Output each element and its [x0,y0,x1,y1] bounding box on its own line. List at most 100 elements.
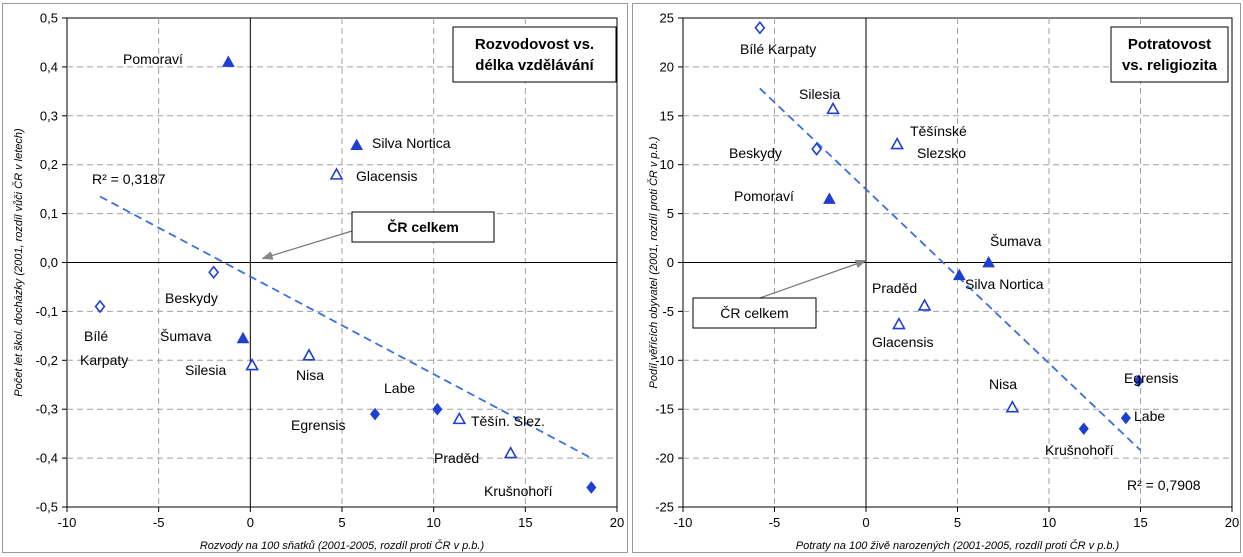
chart-0-point-marker [329,167,344,180]
chart-0-point-label: Egrensis [291,417,345,433]
chart-1-title-line: vs. religiozita [1122,57,1218,74]
chart-1-point-marker [890,137,904,150]
chart-1-x-tick-label: 5 [954,515,961,530]
chart-0-y-tick-label: 0,0 [40,255,58,270]
chart-0-callout-label: ČR celkem [387,218,459,235]
chart-1-y-tick-label: -5 [662,304,674,319]
chart-0-point-label: Silva Nortica [372,135,451,151]
chart-0-point-marker [503,446,518,459]
chart-1-point-label: Glacensis [872,334,933,350]
chart-1-point-label: Egrensis [1124,370,1178,386]
chart-0-point-label: Šumava [160,328,212,344]
chart-1-y-tick-label: 20 [660,59,674,74]
chart-1-y-axis-title: Podíl věřících obyvatel (2001, rozdíl pr… [647,136,660,388]
chart-0-y-tick-label: 0,4 [40,59,58,74]
chart-0-point-label: Krušnohoří [484,483,553,499]
chart-0-r-squared-label: R² = 0,3187 [92,171,166,187]
chart-0-x-tick-label: -10 [58,515,77,530]
chart-1-point-marker [754,20,766,35]
chart-1-point-marker [1120,411,1131,425]
chart-0-title-box [452,26,617,83]
chart-1-point-label: Beskydy [729,145,782,161]
chart-0-callout-box [351,211,495,243]
chart-1-x-tick-label: -10 [674,515,693,530]
chart-1-trendline [759,87,1142,451]
chart-1-title-line: Potratovost [1128,36,1211,53]
chart-0-y-tick-label: -0,1 [36,304,58,319]
chart-1-x-tick-label: 15 [1133,515,1147,530]
chart-1-r-squared-label: R² = 0,7908 [1127,477,1201,493]
chart-1-point-label: Labe [1134,408,1165,424]
chart-0-title-line: Rozvodovost vs. [475,36,594,53]
chart-0-x-tick-label: -5 [153,515,165,530]
chart-0-y-tick-label: 0,2 [40,157,58,172]
chart-0-point-marker [369,407,381,421]
chart-1-x-axis-title: Potraty na 100 živě narozených (2001-200… [796,539,1120,552]
chart-0-point-marker [208,265,220,280]
chart-1-point-label: Těšínské [910,123,967,139]
chart-1-point-label: Krušnohoří [1045,442,1114,458]
chart-0-callout-arrow-line [262,230,353,260]
chart-1-point-marker [917,298,932,311]
chart-1-point-marker [1005,400,1020,413]
chart-1-y-tick-label: -10 [655,353,674,368]
chart-1-point-label: Nisa [989,376,1017,392]
chart-0-point-marker [236,331,250,344]
chart-0-y-tick-label: 0,5 [40,11,58,26]
chart-0-x-tick-label: 10 [426,515,440,530]
chart-1-group: -25 -20 -15 -10 -5 0 5 10 15 20 25 -10 -5 0 5 10 15 20 Pot… [647,11,1239,553]
chart-0-point-label: Silesia [185,362,226,378]
chart-0-trendline [99,195,592,459]
chart-1-x-tick-label: -5 [769,515,781,530]
chart-1-point-marker [892,316,906,330]
chart-0-point-label: Glacensis [356,168,417,184]
chart-1-title-box [1110,26,1229,83]
chart-1-x-tick-label: 0 [862,515,869,530]
chart-1-y-tick-label: 15 [660,108,674,123]
chart-0-callout-arrow-head [261,251,274,260]
chart-0-x-tick-label: 0 [247,515,254,530]
chart-0-point-label: Labe [384,380,415,396]
chart-1-callout-arrow-line [759,259,867,299]
chart-1-point-marker [1133,374,1144,388]
chart-1-y-tick-label: -25 [655,500,674,515]
chart-0-x-tick-label: 20 [610,515,624,530]
chart-1-callout-label: ČR celkem [720,305,788,321]
chart-1-y-tick-label: 5 [667,206,674,221]
chart-1-point-marker [811,142,823,156]
chart-1-callout-arrow-head [854,259,867,269]
chart-0-point-marker [432,402,443,416]
chart-1-y-tick-label: 0 [667,255,674,270]
chart-0-point-label: Nisa [296,367,324,383]
chart-0-point-label: Beskydy [165,290,218,306]
chart-1-y-tick-label: 25 [660,11,674,26]
chart-0-group: -0,5 -0,4 -0,3 -0,2 -0,1 0,0 0,1 0,2 0,3 0,4 0,5 -1… [12,11,624,553]
chart-1-point-label: Silesia [799,86,840,102]
chart-0-x-tick-label: 5 [338,515,345,530]
chart-0-x-axis-title: Rozvody na 100 sňatků (2001-2005, rozdíl… [200,539,485,552]
chart-0-point-marker [221,55,235,67]
chart-0-point-label: Pomoraví [123,51,183,67]
chart-1-point-label: Praděd [872,280,917,296]
chart-1-point-marker [823,192,836,204]
chart-1-y-tick-label: 10 [660,157,674,172]
chart-1-x-tick-label: 10 [1042,515,1056,530]
chart-0-point-marker [586,481,597,494]
chart-0-y-tick-label: -0,3 [36,402,58,417]
chart-0-y-tick-label: -0,2 [36,353,58,368]
chart-1-point-marker [952,268,966,281]
chart-0-x-tick-label: 15 [518,515,532,530]
chart-0-point-label: Těšín. Slez. [471,413,545,429]
chart-0-title-line: délka vzdělávání [475,57,594,74]
chart-0-y-tick-label: -0,5 [36,500,58,515]
chart-0-y-tick-label: 0,1 [40,206,58,221]
chart-1-y-tick-label: -20 [655,451,674,466]
chart-0-point-marker [245,358,260,371]
chart-1-point-label: Pomoraví [734,188,794,204]
chart-1-point-label: Bílé Karpaty [740,41,816,57]
chart-1-point-marker [1078,422,1089,436]
chart-1-y-tick-label: -15 [655,402,674,417]
chart-1-point-label: Slezsko [917,145,966,161]
chart-0-point-marker [350,138,364,151]
